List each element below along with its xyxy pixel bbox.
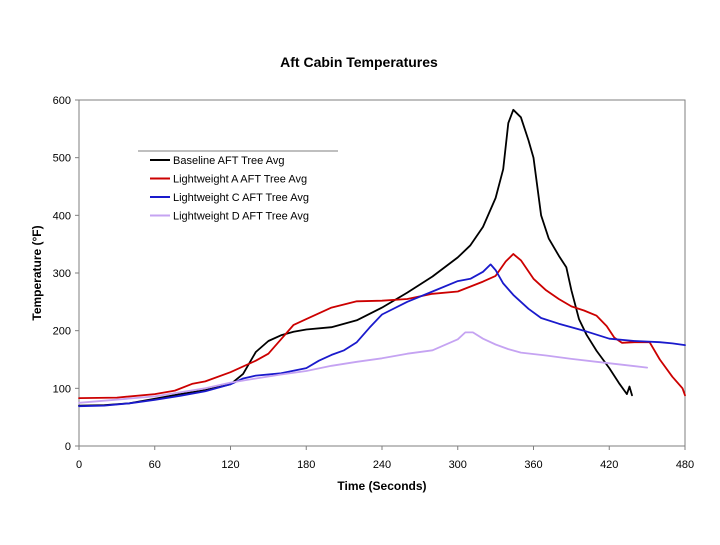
x-tick-label: 240 (373, 459, 391, 471)
legend-label-0: Baseline AFT Tree Avg (173, 155, 285, 167)
chart-title: Aft Cabin Temperatures (280, 54, 438, 70)
legend-label-1: Lightweight A AFT Tree Avg (173, 174, 307, 186)
series-line-0 (78, 108, 633, 407)
series-line-3 (78, 331, 648, 404)
legend-label-2: Lightweight C AFT Tree Avg (173, 192, 309, 204)
axes: 0 100 200 300 400 500 600 0 60 120 180 240 300 360 420… (53, 95, 695, 471)
legend: Baseline AFT Tree Avg Lightweight A AFT T… (138, 150, 338, 223)
legend-label-3: Lightweight D AFT Tree Avg (173, 211, 309, 223)
y-tick-label: 600 (53, 95, 71, 107)
y-tick-label: 500 (53, 153, 71, 165)
x-axis-label: Time (Seconds) (337, 479, 426, 493)
y-axis-label: Temperature (°F) (30, 225, 44, 320)
x-tick-label: 300 (449, 459, 467, 471)
y-tick-label: 400 (53, 210, 71, 222)
x-tick-label: 60 (149, 459, 161, 471)
x-tick-label: 120 (221, 459, 239, 471)
x-tick-label: 420 (600, 459, 618, 471)
x-tick-label: 480 (676, 459, 694, 471)
x-tick-label: 360 (524, 459, 542, 471)
series-layer (78, 108, 686, 408)
y-tick-label: 200 (53, 326, 71, 338)
y-tick-label: 0 (65, 441, 71, 453)
y-tick-label: 300 (53, 268, 71, 280)
x-tick-label: 0 (76, 459, 82, 471)
series-line-1 (78, 253, 686, 399)
series-line-2 (78, 263, 686, 408)
y-tick-label: 100 (53, 383, 71, 395)
x-tick-label: 180 (297, 459, 315, 471)
